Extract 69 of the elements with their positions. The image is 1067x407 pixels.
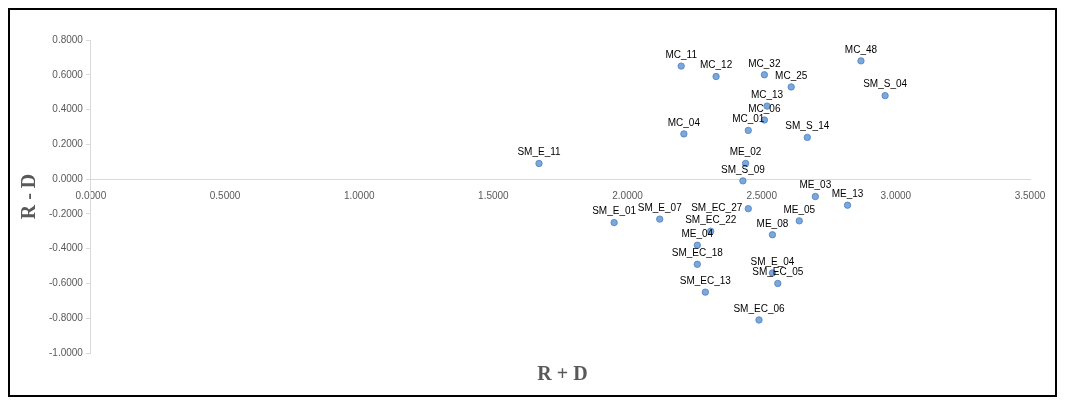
point	[680, 130, 688, 138]
y-tick-label: 0.4000	[52, 103, 84, 115]
point	[843, 201, 852, 209]
annotation: SM_S_04	[863, 78, 908, 90]
point	[811, 192, 819, 201]
annotation: ME_05	[783, 203, 816, 215]
annotation: SM_E_11	[517, 146, 562, 158]
annotation: MC_13	[750, 88, 784, 100]
y-tick-label: -1.0000	[48, 346, 84, 358]
point	[857, 57, 865, 65]
annotation: MC_12	[699, 59, 733, 71]
annotation: MC_04	[667, 116, 701, 128]
point	[774, 279, 782, 288]
point	[881, 92, 889, 100]
annotation: SM_EC_13	[679, 274, 732, 286]
annotation: MC_11	[665, 48, 698, 60]
annotation: ME_04	[681, 227, 714, 239]
annotation: ME_02	[729, 146, 762, 158]
y-tick-label: 0.2000	[52, 138, 84, 150]
point	[795, 217, 803, 225]
annotation: SM_S_09	[720, 163, 766, 175]
point	[535, 159, 543, 168]
point	[701, 288, 709, 296]
point	[739, 177, 747, 185]
point	[803, 133, 811, 141]
y-tick-label: 0.8000	[52, 33, 84, 45]
y-tick-label: 0.0000	[52, 172, 84, 184]
annotation: MC_48	[844, 43, 878, 55]
annotation: SM_EC_22	[685, 214, 737, 226]
point	[744, 126, 752, 135]
x-tick-label: 2.5000	[746, 189, 778, 201]
x-tick-label: 1.0000	[343, 189, 375, 201]
annotation: ME_03	[799, 179, 832, 191]
annotation: ME_08	[756, 217, 789, 229]
annotation: MC_01	[732, 113, 765, 125]
annotation: ME_13	[831, 187, 864, 199]
point	[656, 215, 664, 223]
x-tick-label: 2.0000	[612, 189, 644, 201]
x-axis-title: R + D	[536, 362, 589, 385]
point	[610, 218, 618, 227]
point	[787, 83, 795, 91]
y-axis-title: R - D	[17, 173, 40, 220]
point	[755, 316, 763, 324]
annotation: SM_EC_27	[691, 202, 743, 214]
annotation: MC_25	[775, 69, 808, 81]
y-tick-label: 0.6000	[52, 68, 84, 80]
annotation: SM_EC_05	[752, 266, 804, 278]
point	[760, 71, 768, 79]
y-tick-label: -0.2000	[48, 207, 84, 219]
annotation: SM_E_01	[592, 205, 637, 217]
annotation: MC_06	[748, 102, 781, 114]
y-tick-label: -0.4000	[48, 242, 84, 254]
annotation: SM_EC_18	[671, 247, 724, 259]
annotation: SM_E_04	[750, 255, 795, 267]
annotation: SM_EC_06	[733, 302, 786, 314]
point	[693, 260, 701, 268]
annotation: MC_32	[748, 57, 781, 69]
y-tick-label: -0.6000	[48, 277, 84, 289]
point	[768, 231, 777, 239]
x-tick-label: 1.5000	[478, 189, 510, 201]
x-tick-label: 0.5000	[209, 189, 241, 201]
point	[677, 62, 685, 70]
annotation: SM_E_07	[637, 201, 683, 213]
annotation: SM_S_14	[785, 120, 830, 132]
y-tick-label: -0.8000	[48, 311, 84, 323]
point	[744, 205, 752, 213]
x-tick-label: 3.5000	[1014, 189, 1046, 201]
point	[712, 72, 720, 81]
x-tick-label: 3.0000	[880, 189, 912, 201]
